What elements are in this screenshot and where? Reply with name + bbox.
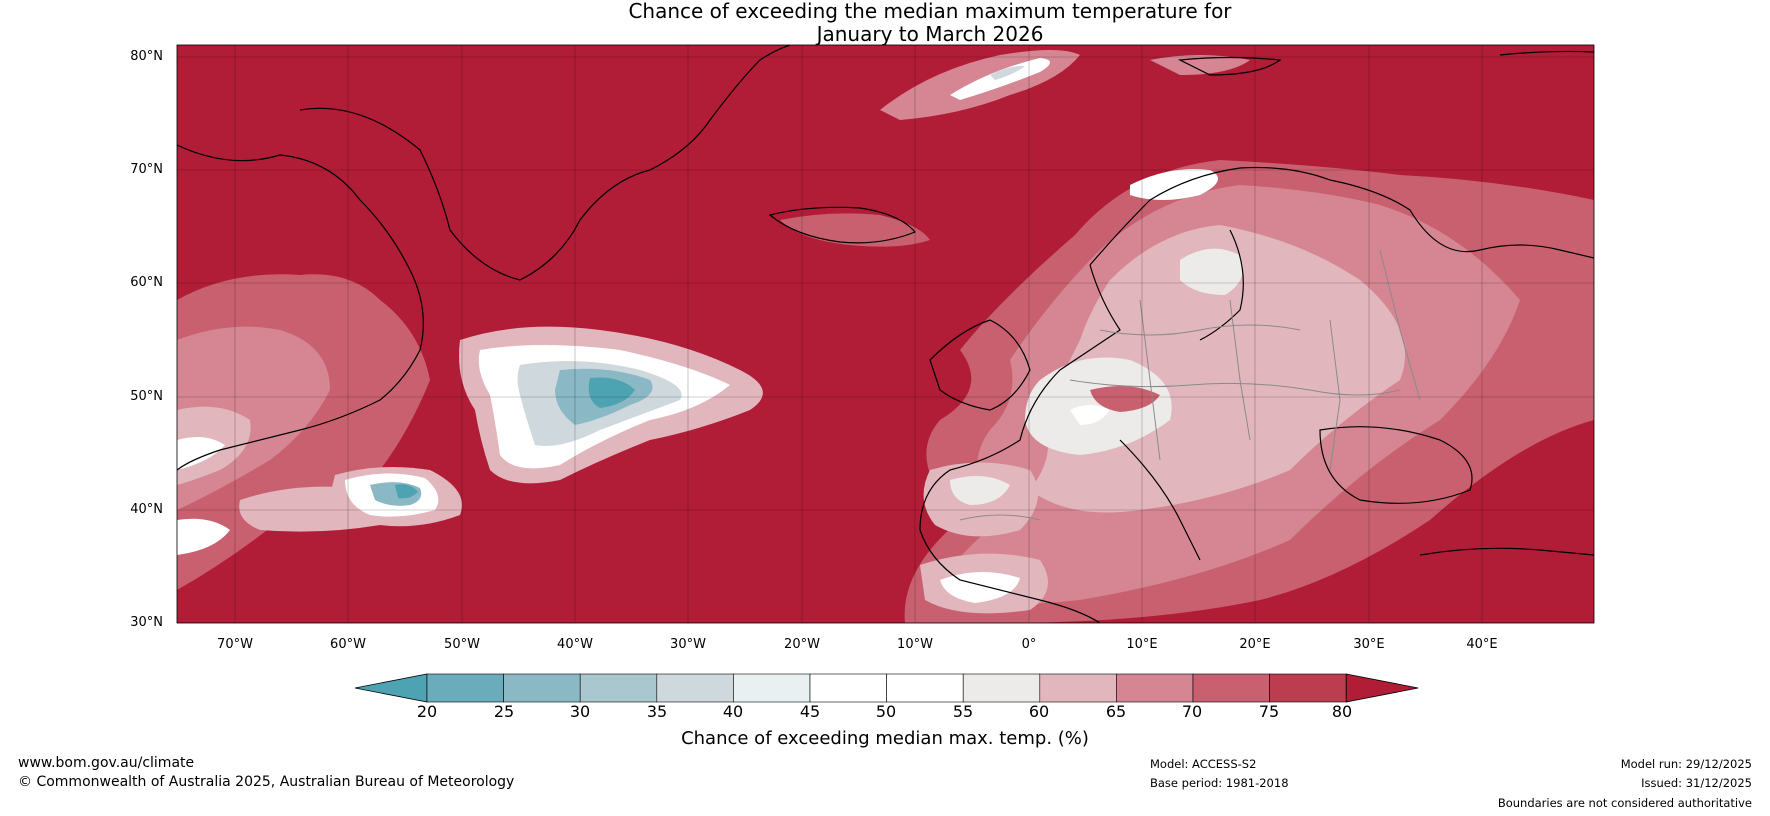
map-title: Chance of exceeding the median maximum t… [0, 0, 1770, 46]
colorbar-extend-low [354, 673, 428, 703]
colorbar-segment [579, 673, 658, 703]
website-link[interactable]: www.bom.gov.au/climate [18, 755, 195, 771]
lon-label-40e: 40°E [1466, 637, 1498, 652]
copyright-text: © Commonwealth of Australia 2025, Austra… [18, 774, 515, 790]
europe-probability-region [904, 160, 1594, 623]
issued-text: Issued: 31/12/2025 [1641, 776, 1752, 790]
colorbar-segment [1192, 673, 1270, 703]
lon-label-10w: 10°W [897, 637, 933, 652]
graticule [177, 45, 1594, 623]
north-america-probability-region [177, 274, 430, 590]
colorbar-segment [886, 673, 964, 703]
atlantic-cool-anomaly [330, 326, 763, 527]
lon-label-20e: 20°E [1239, 637, 1271, 652]
colorbar-tick-35: 35 [646, 702, 668, 721]
colorbar-segment [1116, 673, 1194, 703]
colorbar-tick-30: 30 [569, 702, 591, 721]
colorbar-tick-75: 75 [1258, 702, 1280, 721]
disclaimer-text: Boundaries are not considered authoritat… [1497, 796, 1752, 810]
lat-label-80n: 80°N [130, 49, 163, 64]
coastlines [177, 45, 1594, 623]
title-line-2: January to March 2026 [816, 22, 1044, 46]
lat-label-40n: 40°N [130, 502, 163, 517]
colorbar-tick-25: 25 [493, 702, 515, 721]
lon-label-50w: 50°W [444, 637, 480, 652]
lon-label-0: 0° [1021, 637, 1037, 652]
colorbar-tick-40: 40 [722, 702, 744, 721]
lon-label-30e: 30°E [1353, 637, 1385, 652]
lon-label-60w: 60°W [330, 637, 366, 652]
colorbar-title: Chance of exceeding median max. temp. (%… [681, 728, 1089, 749]
lat-label-70n: 70°N [130, 162, 163, 177]
colorbar-tick-65: 65 [1105, 702, 1127, 721]
colorbar-segment [503, 673, 581, 703]
lat-label-60n: 60°N [130, 275, 163, 290]
model-text: Model: ACCESS-S2 [1150, 757, 1257, 771]
base-period-text: Base period: 1981-2018 [1150, 776, 1289, 790]
model-run-text: Model run: 29/12/2025 [1620, 757, 1752, 771]
lon-label-70w: 70°W [217, 637, 253, 652]
colorbar-tick-80: 80 [1331, 702, 1353, 721]
colorbar-segment [1039, 673, 1117, 703]
map-frame [176, 44, 1595, 624]
colorbar-tick-55: 55 [952, 702, 974, 721]
title-line-1: Chance of exceeding the median maximum t… [628, 0, 1232, 23]
lon-label-40w: 40°W [557, 637, 593, 652]
colorbar-segment [1269, 673, 1347, 703]
lon-label-20w: 20°W [784, 637, 820, 652]
lat-label-30n: 30°N [130, 615, 163, 630]
map-area [177, 45, 1594, 623]
colorbar-tick-50: 50 [875, 702, 897, 721]
lon-label-30w: 30°W [670, 637, 706, 652]
colorbar-tick-20: 20 [416, 702, 438, 721]
colorbar-tick-60: 60 [1028, 702, 1050, 721]
lat-label-50n: 50°N [130, 389, 163, 404]
colorbar-segment [809, 673, 887, 703]
colorbar-extend-high [1345, 673, 1419, 703]
colorbar-segment [733, 673, 811, 703]
colorbar-tick-70: 70 [1181, 702, 1203, 721]
colorbar [354, 673, 1419, 703]
country-borders [959, 249, 1421, 521]
arctic-patch [880, 50, 1250, 120]
colorbar-segment [426, 673, 504, 703]
lon-label-10e: 10°E [1126, 637, 1158, 652]
colorbar-segment [962, 673, 1041, 703]
colorbar-tick-45: 45 [799, 702, 821, 721]
colorbar-segment [656, 673, 734, 703]
